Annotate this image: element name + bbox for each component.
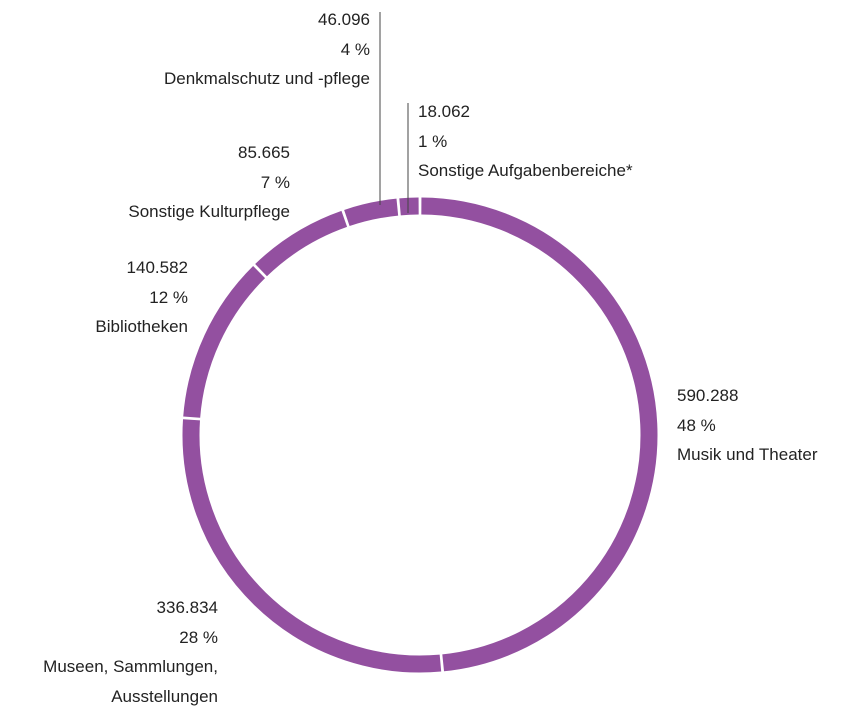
donut-segment: [183, 266, 266, 418]
percent-label: 7 %: [260, 172, 290, 192]
category-label: Sonstige Kulturpflege: [128, 202, 290, 221]
percent-label: 12 %: [149, 287, 188, 307]
donut-segment: [182, 419, 442, 673]
category-label: Sonstige Aufgabenbereiche*: [418, 161, 633, 180]
value-label: 46.096: [318, 10, 370, 29]
donut-segment: [399, 197, 419, 216]
donut-segment: [255, 210, 348, 277]
segment-label: 46.096 4 % Denkmalschutz und -pflege: [0, 5, 370, 94]
category-label: Museen, Sammlungen, Ausstellungen: [43, 657, 218, 706]
donut-segment: [344, 198, 399, 227]
segment-label: 590.288 48 % Musik und Theater: [677, 381, 847, 470]
percent-label: 48 %: [677, 415, 716, 435]
segment-label: 336.834 28 % Museen, Sammlungen, Ausstellu…: [0, 593, 218, 711]
percent-label: 28 %: [179, 627, 218, 647]
category-label: Denkmalschutz und -pflege: [163, 69, 370, 88]
value-label: 85.665: [238, 143, 290, 162]
category-label: Bibliotheken: [95, 317, 188, 336]
percent-label: 1 %: [418, 131, 448, 151]
segment-label: 140.582 12 % Bibliotheken: [0, 253, 188, 342]
percent-label: 4 %: [340, 39, 370, 59]
value-label: 140.582: [126, 258, 188, 277]
segment-label: 18.062 1 % Sonstige Aufgabenbereiche*: [418, 97, 838, 186]
value-label: 336.834: [156, 598, 218, 617]
category-label: Musik und Theater: [677, 445, 818, 464]
value-label: 18.062: [418, 102, 470, 121]
value-label: 590.288: [677, 386, 739, 405]
donut-segment: [421, 197, 658, 672]
segment-label: 85.665 7 % Sonstige Kulturpflege: [0, 138, 290, 227]
